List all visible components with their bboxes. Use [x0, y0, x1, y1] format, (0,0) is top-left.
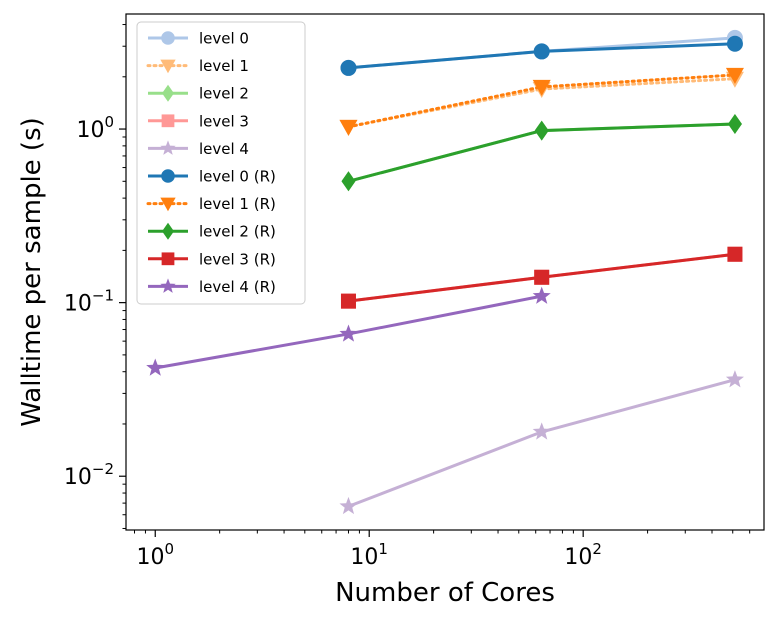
legend-label: level 1 (R) — [199, 195, 276, 213]
legend-entry-level-3-r: level 3 (R) — [148, 250, 276, 268]
series-level-4 — [339, 370, 744, 515]
legend-swatch-marker — [161, 31, 175, 45]
plot-area — [146, 29, 744, 515]
legend-entry-level-0: level 0 — [148, 30, 249, 48]
legend-entry-level-4-r: level 4 (R) — [148, 278, 276, 296]
legend-label: level 3 (R) — [199, 250, 276, 268]
legend-entry-level-4: level 4 — [148, 140, 249, 158]
legend-swatch-marker — [161, 169, 175, 183]
legend-swatch-marker — [161, 252, 175, 266]
data-point-level-4-r — [532, 286, 551, 304]
legend-entry-level-3: level 3 — [148, 112, 249, 130]
legend: level 0 level 1 level 2 level 3 level 4 level… — [136, 21, 306, 305]
plot-frame — [125, 13, 765, 531]
data-point-level-1-r — [725, 67, 744, 84]
data-point-level-4 — [339, 496, 358, 515]
legend-label: level 4 (R) — [199, 278, 276, 296]
data-point-level-0-r — [340, 59, 357, 76]
series-level-3-r — [340, 246, 743, 309]
y-tick-label: 10−2 — [64, 460, 114, 490]
data-point-level-3-r — [727, 246, 743, 262]
legend-label: level 2 — [199, 85, 249, 103]
legend-label: level 2 (R) — [199, 223, 276, 241]
legend-swatch-marker — [160, 140, 176, 155]
legend-label: level 0 (R) — [199, 168, 276, 186]
legend-label: level 0 — [199, 30, 249, 48]
data-point-level-1-r — [339, 119, 358, 136]
legend-label: level 1 — [199, 57, 249, 75]
legend-entry-level-1-r: level 1 (R) — [146, 195, 276, 213]
legend-swatch-marker — [162, 84, 174, 102]
data-point-level-4-r — [146, 358, 165, 376]
data-point-level-0-r — [726, 35, 743, 52]
x-tick-label: 102 — [564, 540, 602, 570]
legend-swatch-marker — [160, 197, 176, 212]
data-point-level-4-r — [339, 324, 358, 342]
x-tick-label: 101 — [350, 540, 388, 570]
series-level-2-r — [341, 113, 742, 192]
data-point-level-3-r — [534, 269, 550, 285]
legend-entry-level-2: level 2 — [148, 84, 249, 103]
y-tick-label: 100 — [76, 113, 114, 143]
data-point-level-2-r — [534, 120, 549, 141]
data-point-level-2-r — [341, 171, 356, 192]
data-point-level-1-r — [532, 79, 551, 96]
legend-label: level 4 — [199, 140, 249, 158]
legend-swatch-marker — [160, 278, 176, 293]
legend-entry-level-1: level 1 — [146, 57, 249, 75]
x-tick-label: 100 — [136, 540, 174, 570]
data-point-level-2-r — [727, 113, 742, 134]
data-point-level-4 — [532, 422, 551, 440]
legend-entry-level-2-r: level 2 (R) — [148, 222, 276, 241]
y-axis-label: Walltime per sample (s) — [17, 117, 47, 427]
y-tick-label: 10−1 — [64, 287, 114, 317]
axis-ticks: 100 101 102 10−2 10−1 100 — [64, 24, 751, 570]
legend-swatch-marker — [161, 114, 175, 128]
series-level-4-r — [146, 286, 551, 376]
legend-swatch-marker — [162, 222, 174, 240]
x-axis-label: Number of Cores — [335, 578, 555, 608]
legend-label: level 3 — [199, 112, 249, 130]
data-point-level-3-r — [340, 293, 356, 309]
legend-swatch-marker — [160, 59, 176, 74]
legend-entry-level-0-r: level 0 (R) — [148, 168, 276, 186]
series-level-0-r — [340, 35, 743, 76]
series-line-level-4 — [347, 378, 736, 508]
data-point-level-0-r — [533, 43, 550, 60]
series-level-1-r — [339, 67, 744, 136]
data-point-level-4 — [725, 370, 744, 388]
